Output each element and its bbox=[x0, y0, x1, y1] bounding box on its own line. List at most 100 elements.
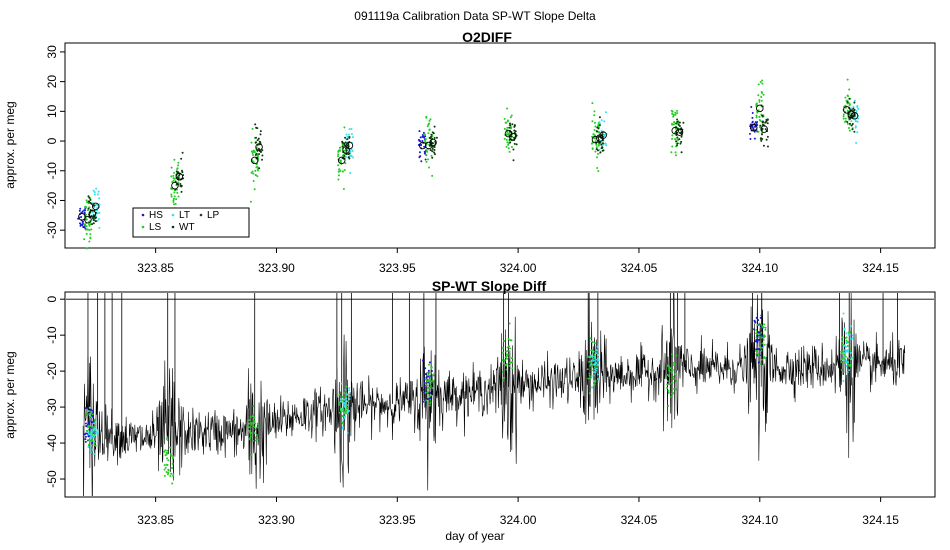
calibration-point-lt bbox=[90, 431, 93, 434]
o2diff-point-ls bbox=[428, 122, 431, 125]
o2diff-point-lt bbox=[348, 128, 351, 131]
figure-title: 091119a Calibration Data SP-WT Slope Del… bbox=[354, 9, 596, 23]
calibration-point-hs bbox=[84, 440, 87, 443]
calibration-point-lt bbox=[851, 337, 854, 340]
o2diff-point-ls bbox=[251, 151, 254, 154]
calibration-point-lt bbox=[342, 402, 345, 405]
o2diff-point-ls bbox=[85, 199, 88, 202]
o2diff-point-wt bbox=[433, 145, 436, 148]
o2diff-point-lt bbox=[350, 128, 353, 130]
o2diff-point-ls bbox=[86, 228, 89, 231]
o2diff-point-wt bbox=[600, 147, 603, 150]
o2diff-point-wt bbox=[92, 219, 95, 222]
o2diff-point-wt bbox=[258, 152, 261, 155]
calibration-point-lt bbox=[348, 397, 351, 400]
o2diff-point-lt bbox=[856, 120, 859, 123]
o2diff-point-lt bbox=[603, 134, 606, 137]
o2diff-point-wt bbox=[680, 135, 683, 138]
calibration-point-lt bbox=[596, 373, 599, 376]
calibration-point-lt bbox=[90, 444, 93, 447]
o2diff-point-ls bbox=[254, 174, 257, 177]
calibration-point-ls bbox=[670, 353, 673, 356]
o2diff-point-ls bbox=[337, 170, 340, 173]
calibration-point-ls bbox=[763, 334, 766, 337]
o2diff-point-wt bbox=[598, 116, 601, 119]
calibration-point-ls bbox=[671, 392, 674, 395]
o2diff-point-wt bbox=[680, 151, 683, 154]
calibration-point-ls bbox=[91, 413, 94, 416]
calibration-point-hs bbox=[429, 396, 432, 399]
calibration-point-lt bbox=[92, 448, 95, 451]
o2diff-point-wt bbox=[509, 141, 512, 144]
o2diff-point-ls bbox=[594, 150, 597, 153]
o2diff-point-wt bbox=[344, 136, 347, 139]
o2diff-point-ls bbox=[341, 170, 344, 173]
o2diff-mean-wt bbox=[847, 110, 855, 119]
calibration-point-ls bbox=[428, 404, 431, 407]
calibration-point-ls bbox=[755, 329, 758, 332]
o2diff-point-wt bbox=[88, 200, 91, 203]
o2diff-point-hs bbox=[751, 120, 754, 123]
calibration-point-ls bbox=[674, 370, 677, 373]
o2diff-point-ls bbox=[761, 82, 764, 85]
o2diff-mean-wt bbox=[675, 128, 684, 136]
calibration-point-lt bbox=[851, 356, 854, 359]
o2diff-point-wt bbox=[853, 101, 856, 104]
o2diff-point-ls bbox=[250, 150, 253, 153]
calibration-point-ls bbox=[165, 453, 168, 456]
o2diff-point-hs bbox=[424, 158, 427, 161]
calibration-point-lt bbox=[90, 451, 93, 454]
o2diff-point-ls bbox=[505, 145, 508, 148]
o2diff-point-ls bbox=[427, 132, 430, 135]
o2diff-point-lt bbox=[600, 119, 603, 122]
o2diff-point-ls bbox=[176, 167, 179, 170]
calibration-point-lt bbox=[849, 351, 852, 354]
calibration-point-ls bbox=[588, 377, 591, 380]
calibration-point-ls bbox=[508, 362, 511, 365]
calibration-point-ls bbox=[508, 345, 511, 348]
o2diff-point-ls bbox=[170, 193, 173, 196]
o2diff-point-ls bbox=[336, 155, 339, 158]
calibration-point-ls bbox=[592, 374, 595, 377]
calibration-point-ls bbox=[506, 346, 509, 349]
calibration-point-ls bbox=[252, 405, 255, 408]
o2diff-point-wt bbox=[257, 137, 260, 140]
o2diff-point-ls bbox=[172, 201, 175, 204]
calibration-point-ls bbox=[671, 381, 674, 384]
o2diff-point-ls bbox=[256, 154, 259, 157]
calibration-point-ls bbox=[166, 457, 169, 460]
calibration-point-ls bbox=[254, 439, 257, 442]
o2diff-point-wt bbox=[180, 157, 183, 160]
o2diff-point-wt bbox=[431, 145, 434, 148]
o2diff-point-ls bbox=[848, 103, 851, 106]
o2diff-point-lt bbox=[603, 120, 606, 123]
calibration-point-ls bbox=[167, 471, 170, 474]
calibration-point-ls bbox=[251, 415, 254, 418]
calibration-point-ls bbox=[757, 353, 760, 356]
o2diff-mean-wt bbox=[509, 132, 517, 141]
o2diff-point-wt bbox=[428, 136, 431, 139]
calibration-point-lt bbox=[94, 433, 97, 436]
calibration-point-hs bbox=[422, 388, 425, 391]
calibration-point-ls bbox=[256, 438, 259, 441]
calibration-point-ls bbox=[594, 379, 597, 382]
calibration-point-ls bbox=[427, 379, 430, 382]
calibration-point-hs bbox=[84, 407, 87, 410]
slope-diff-y-tick-label: -20 bbox=[45, 362, 59, 380]
o2diff-point-wt bbox=[180, 190, 183, 193]
calibration-point-ls bbox=[764, 326, 767, 329]
o2diff-point-ls bbox=[848, 88, 851, 91]
o2diff-point-wt bbox=[676, 118, 679, 121]
calibration-point-ls bbox=[668, 382, 671, 385]
o2diff-x-tick-label: 323.90 bbox=[258, 261, 295, 275]
o2diff-point-hs bbox=[418, 151, 421, 154]
calibration-point-lt bbox=[342, 412, 345, 415]
o2diff-point-ls bbox=[173, 203, 176, 206]
o2diff-point-ls bbox=[251, 154, 254, 157]
o2diff-x-tick-label: 324.10 bbox=[741, 261, 778, 275]
o2diff-point-ls bbox=[506, 133, 509, 136]
calibration-point-ls bbox=[430, 380, 433, 383]
calibration-point-ls bbox=[672, 375, 675, 378]
o2diff-point-hs bbox=[751, 111, 754, 114]
calibration-point-ls bbox=[666, 387, 669, 389]
